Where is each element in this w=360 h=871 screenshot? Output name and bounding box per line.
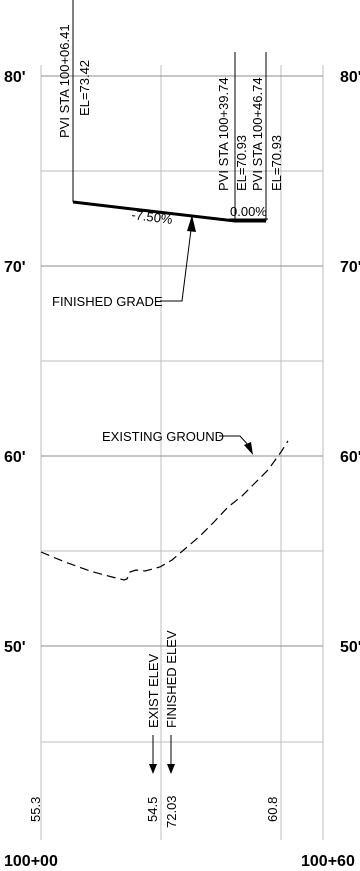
elevation-label-50-right: 50' (340, 639, 360, 656)
finished-grade-line (72, 200, 266, 223)
bottom-value-72-03: 72.03 (164, 795, 179, 828)
exist-elev-arrowhead (149, 764, 157, 774)
station-label-end: 100+60 (301, 853, 355, 870)
elevation-label-60-right: 60' (340, 449, 360, 466)
bottom-value-54-5: 54.5 (145, 797, 160, 822)
horizontal-grid-lines (41, 75, 323, 743)
elevation-label-80-left: 80' (4, 69, 26, 86)
elevation-label-80-right: 80' (340, 69, 360, 86)
elevation-label-70-left: 70' (4, 259, 26, 276)
finished-grade-arrowhead (187, 215, 196, 232)
finished-grade-leader (160, 221, 193, 302)
existing-ground-arrowhead (244, 442, 253, 455)
finished-elev-arrowhead (167, 764, 175, 774)
bottom-value-60-8: 60.8 (265, 797, 280, 822)
elevation-label-50-left: 50' (4, 639, 26, 656)
existing-ground-leader (219, 435, 251, 448)
exist-elev-label: EXIST ELEV (146, 653, 161, 728)
existing-ground-line (40, 440, 289, 581)
grade-label-second: 0.00% (230, 204, 267, 219)
station-label-start: 100+00 (4, 853, 58, 870)
pvi-3-station: PVI STA 100+46.74 (250, 77, 265, 191)
pvi-2-station: PVI STA 100+39.74 (216, 77, 231, 191)
pvi-1-station: PVI STA 100+06.41 (57, 24, 72, 138)
pvi-3-elevation: EL=70.93 (269, 135, 284, 191)
elevation-label-70-right: 70' (340, 259, 360, 276)
existing-ground-callout: EXISTING GROUND (102, 429, 224, 444)
finished-grade-callout: FINISHED GRADE (52, 294, 163, 309)
bottom-value-55-3: 55.3 (28, 797, 43, 822)
pvi-2-elevation: EL=70.93 (234, 135, 249, 191)
finished-elev-label: FINISHED ELEV (164, 630, 179, 728)
elevation-label-60-left: 60' (4, 449, 26, 466)
grade-label-first: -7.50% (131, 207, 174, 227)
pvi-1-elevation: EL=73.42 (77, 60, 92, 116)
